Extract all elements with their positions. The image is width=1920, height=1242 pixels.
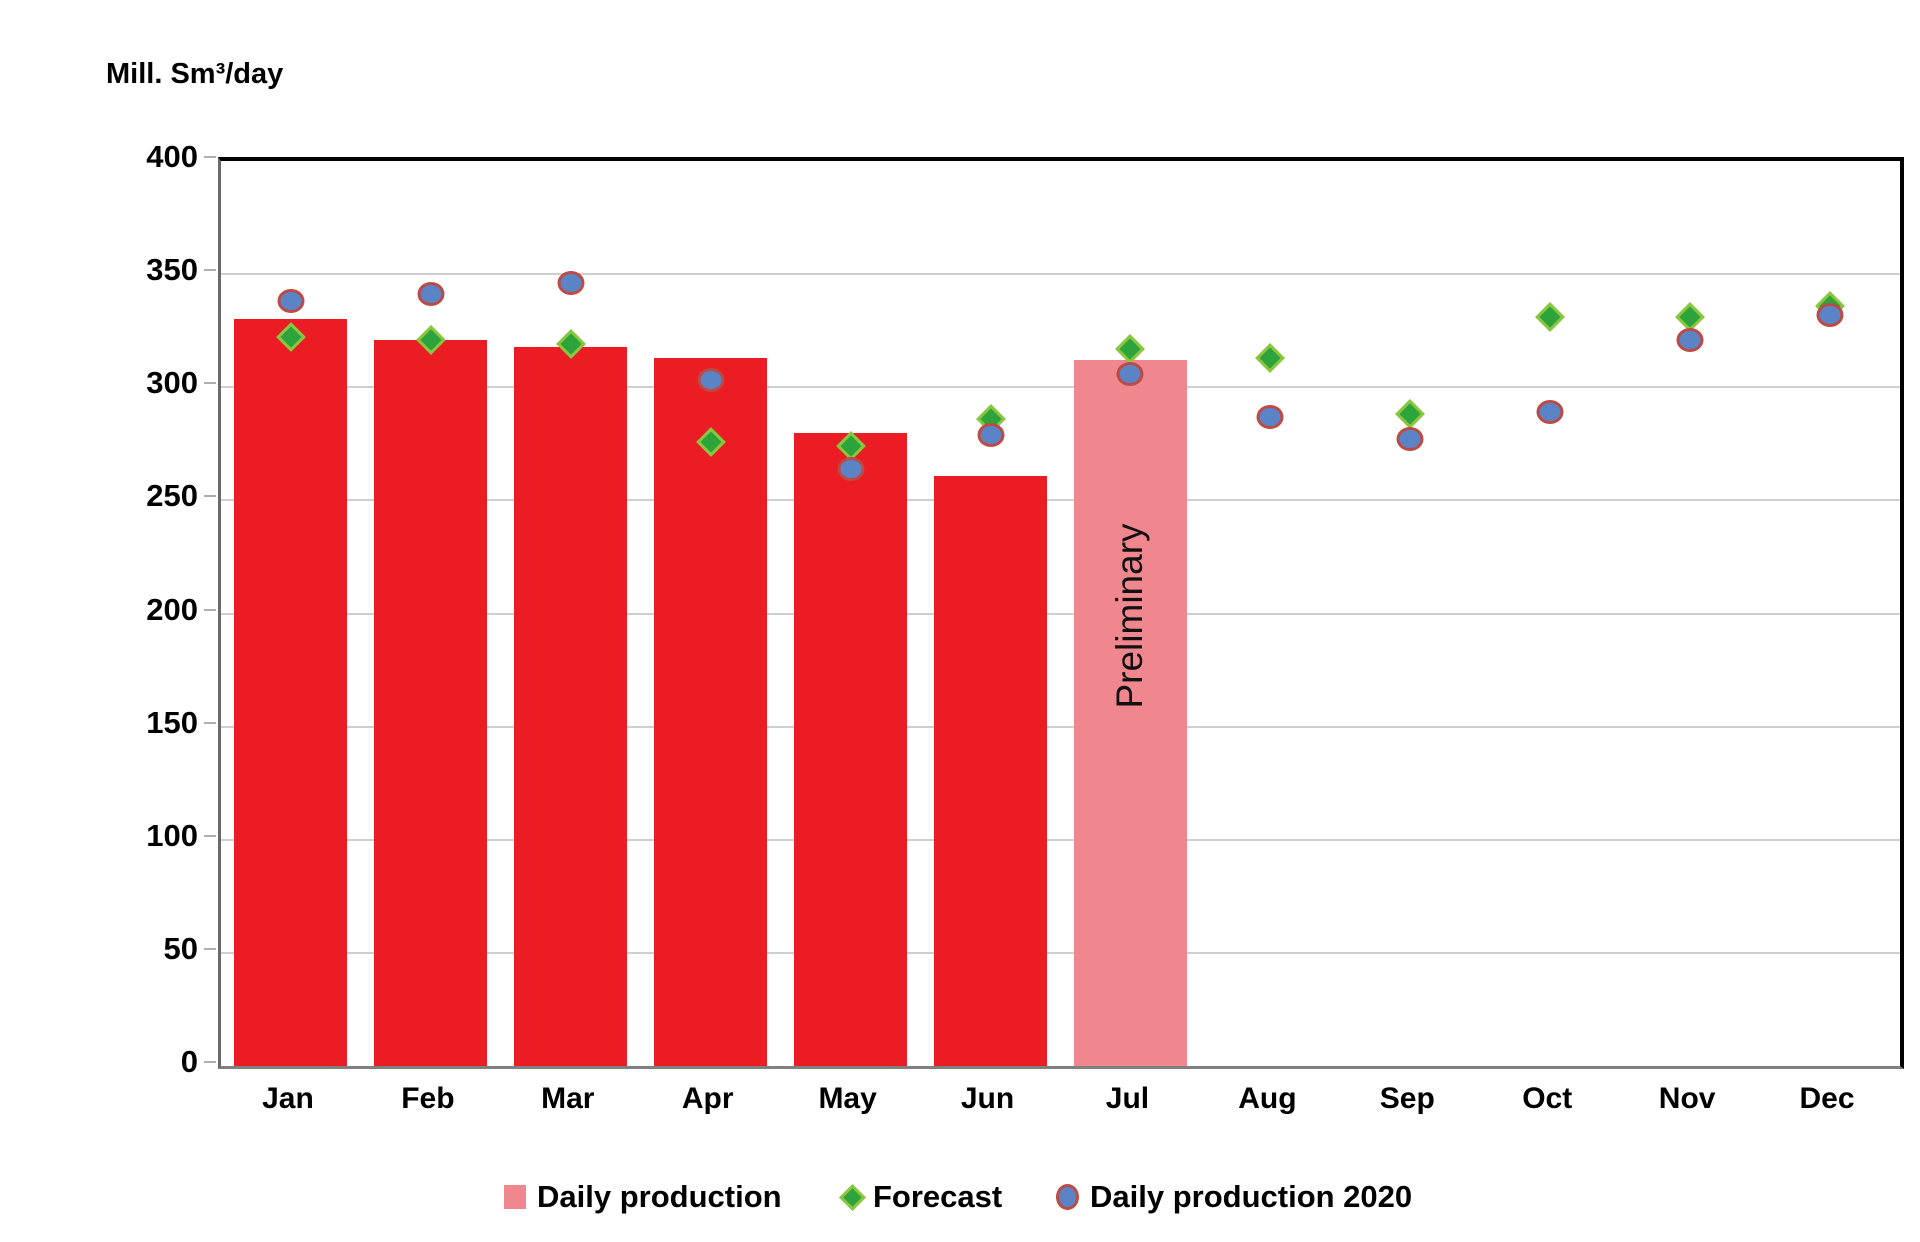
plot-area: Preliminary: [218, 157, 1904, 1069]
y-tick-label-50: 50: [163, 930, 198, 966]
legend-label-daily-production-2020: Daily production 2020: [1090, 1179, 1413, 1214]
y-tick-250: [204, 495, 216, 498]
legend-item-daily-production: Daily production: [504, 1176, 782, 1218]
y-tick-400: [204, 156, 216, 158]
production-2020-marker-jun: [977, 422, 1005, 447]
y-tick-label-150: 150: [146, 704, 198, 740]
y-tick-label-250: 250: [146, 478, 198, 514]
legend-label-daily-production: Daily production: [537, 1179, 782, 1214]
y-tick-label-100: 100: [146, 817, 198, 853]
bar-mar: [514, 346, 628, 1066]
production-2020-marker-sep: [1396, 427, 1424, 452]
x-label-may: May: [818, 1082, 877, 1115]
production-2020-marker-aug: [1256, 404, 1284, 429]
y-tick-label-400: 400: [146, 139, 198, 174]
x-label-sep: Sep: [1379, 1082, 1435, 1115]
bar-jan: [234, 319, 348, 1066]
x-label-feb: Feb: [401, 1082, 455, 1115]
gridline-200: [221, 612, 1900, 615]
x-label-jun: Jun: [960, 1082, 1015, 1115]
legend-label-forecast: Forecast: [873, 1179, 1003, 1214]
bar-feb: [374, 339, 488, 1066]
x-label-jan: Jan: [262, 1082, 314, 1115]
gridline-250: [221, 499, 1900, 502]
production-2020-marker-may: [837, 456, 865, 481]
gridline-150: [221, 725, 1900, 728]
production-2020-marker-dec: [1816, 302, 1844, 327]
y-tick-label-0: 0: [180, 1044, 198, 1079]
daily-production-swatch-icon: [504, 1185, 526, 1209]
y-tick-label-300: 300: [146, 365, 198, 401]
y-axis-title: Mill. Sm³/day: [106, 58, 284, 90]
bar-jun: [934, 475, 1048, 1066]
production-2020-marker-nov: [1676, 327, 1704, 352]
x-label-apr: Apr: [681, 1082, 734, 1115]
bar-jul-preliminary: [1073, 360, 1187, 1066]
gridline-50: [221, 951, 1900, 954]
forecast-diamond-icon: [839, 1183, 866, 1211]
legend-item-daily-production-2020: Daily production 2020: [1056, 1176, 1412, 1218]
production-2020-marker-oct: [1536, 400, 1564, 425]
y-tick-label-200: 200: [146, 591, 198, 627]
x-label-nov: Nov: [1658, 1082, 1716, 1115]
y-tick-50: [204, 947, 216, 950]
production-2020-marker-jan: [277, 289, 305, 314]
forecast-marker-aug: [1255, 342, 1286, 373]
y-tick-150: [204, 721, 216, 724]
y-tick-350: [204, 269, 216, 272]
x-label-mar: Mar: [541, 1082, 595, 1115]
gridline-300: [221, 386, 1900, 389]
y-tick-0: [204, 1061, 216, 1063]
y-tick-label-350: 350: [146, 252, 198, 288]
y-tick-200: [204, 608, 216, 611]
bar-apr: [654, 357, 768, 1066]
y-tick-100: [204, 834, 216, 837]
production-2020-marker-jul: [1116, 361, 1144, 386]
production-2020-marker-apr: [697, 368, 725, 393]
production-2020-circle-icon: [1056, 1184, 1079, 1210]
x-label-aug: Aug: [1238, 1082, 1297, 1115]
gridline-350: [221, 273, 1900, 276]
forecast-marker-sep: [1395, 399, 1426, 430]
x-label-dec: Dec: [1799, 1082, 1855, 1115]
x-label-oct: Oct: [1522, 1082, 1573, 1115]
forecast-marker-oct: [1535, 302, 1566, 332]
production-2020-marker-feb: [417, 282, 445, 307]
production-2020-marker-mar: [557, 271, 585, 296]
preliminary-annotation: Preliminary: [1109, 523, 1151, 709]
gridline-100: [221, 838, 1900, 841]
legend-item-forecast: Forecast: [839, 1176, 1003, 1218]
y-tick-300: [204, 382, 216, 385]
x-label-jul: Jul: [1105, 1082, 1150, 1115]
bar-may: [794, 432, 908, 1066]
